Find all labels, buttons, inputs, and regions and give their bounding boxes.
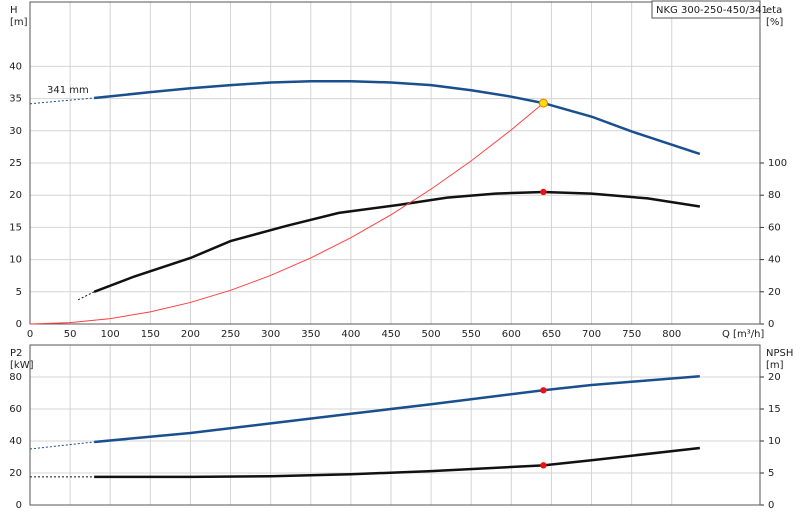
y-tick-label: 40 xyxy=(9,61,22,72)
y-tick-label: 10 xyxy=(9,255,22,266)
y-tick-label: 0 xyxy=(16,500,22,511)
x-tick-label: 150 xyxy=(141,329,160,340)
y2-tick-label: 40 xyxy=(768,255,781,266)
x-tick-label: 550 xyxy=(462,329,481,340)
x-tick-label: 100 xyxy=(101,329,120,340)
title-box xyxy=(651,0,761,19)
curve xyxy=(29,97,95,105)
y2-axis-label: NPSH xyxy=(766,348,793,359)
y2-tick-label: 0 xyxy=(768,500,774,511)
y2-axis-label: [%] xyxy=(766,17,783,28)
x-tick-label: 350 xyxy=(301,329,320,340)
curve xyxy=(94,446,700,479)
y-tick-label: 20 xyxy=(9,468,22,479)
y-axis-label: [kW] xyxy=(10,360,34,371)
y-tick-label: 80 xyxy=(9,372,22,383)
y2-tick-label: 10 xyxy=(768,436,781,447)
y2-tick-label: 80 xyxy=(768,190,781,201)
plot-frame xyxy=(29,344,761,506)
curve xyxy=(77,291,95,301)
y-tick-label: 35 xyxy=(9,94,22,105)
duty-point xyxy=(540,188,547,196)
chart-title: NKG 300-250-450/341 xyxy=(656,5,768,16)
y-tick-label: 40 xyxy=(9,436,22,447)
x-tick-label: 200 xyxy=(181,329,200,340)
y-axis-label: [m] xyxy=(10,17,28,28)
curve xyxy=(29,441,95,450)
x-tick-label: 800 xyxy=(662,329,681,340)
x-tick-label: 450 xyxy=(381,329,400,340)
y-tick-label: 5 xyxy=(16,287,22,298)
x-tick-label: 750 xyxy=(622,329,641,340)
y2-tick-label: 20 xyxy=(768,287,781,298)
y2-tick-label: 0 xyxy=(768,319,774,330)
y-tick-label: 0 xyxy=(16,319,22,330)
y2-tick-label: 5 xyxy=(768,468,774,479)
duty-point xyxy=(538,98,548,108)
curve xyxy=(94,79,701,156)
y2-tick-label: 15 xyxy=(768,404,781,415)
curve xyxy=(93,190,701,293)
x-tick-label: 0 xyxy=(27,329,33,340)
y2-tick-label: 100 xyxy=(768,158,787,169)
x-tick-label: 500 xyxy=(422,329,441,340)
y2-axis-label: [m] xyxy=(766,360,784,371)
y-tick-label: 25 xyxy=(9,158,22,169)
curve xyxy=(94,374,700,444)
annotation: 341 mm xyxy=(47,85,89,96)
y2-axis-label: eta xyxy=(766,5,782,16)
x-axis-label: Q [m³/h] xyxy=(722,329,764,340)
y-axis-label: P2 xyxy=(10,348,22,359)
x-tick-label: 400 xyxy=(341,329,360,340)
duty-point xyxy=(540,462,547,469)
x-tick-label: 650 xyxy=(542,329,561,340)
y-tick-label: 15 xyxy=(9,222,22,233)
y2-tick-label: 60 xyxy=(768,222,781,233)
y-tick-label: 60 xyxy=(9,404,22,415)
curve xyxy=(29,102,544,325)
x-tick-label: 250 xyxy=(221,329,240,340)
x-tick-label: 50 xyxy=(64,329,77,340)
duty-point xyxy=(540,387,547,394)
y-axis-label: H xyxy=(10,5,18,16)
y2-tick-label: 20 xyxy=(768,372,781,383)
y-tick-label: 30 xyxy=(9,126,22,137)
x-tick-label: 300 xyxy=(261,329,280,340)
x-tick-label: 700 xyxy=(582,329,601,340)
plot-frame xyxy=(29,1,761,325)
x-tick-label: 600 xyxy=(502,329,521,340)
y-tick-label: 20 xyxy=(9,190,22,201)
